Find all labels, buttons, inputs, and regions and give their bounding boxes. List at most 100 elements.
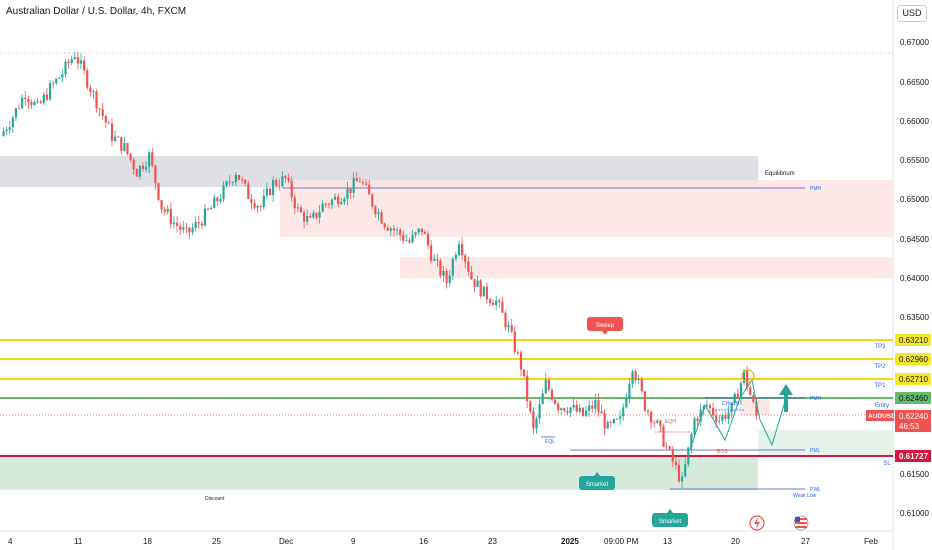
entry-price: 0.62460: [899, 394, 928, 403]
candle-body: [228, 181, 231, 183]
candle-body: [637, 379, 640, 381]
candle-body: [256, 206, 259, 208]
candle-body: [148, 152, 151, 167]
candle-body: [510, 325, 513, 332]
countdown: 46:53: [899, 422, 920, 431]
candle-body: [439, 260, 442, 276]
candle-body: [625, 398, 628, 408]
candle-body: [541, 393, 544, 405]
candle-body: [151, 152, 154, 166]
candle-body: [461, 244, 464, 256]
candle-body: [492, 302, 495, 306]
candle-body: [364, 183, 368, 185]
candle-body: [262, 195, 265, 207]
candle-body: [646, 410, 650, 412]
candle-body: [742, 370, 746, 384]
candle-body: [733, 393, 736, 404]
candle-body: [42, 94, 45, 103]
candle-body: [141, 165, 145, 170]
candle-body: [92, 91, 95, 93]
candle-body: [380, 212, 383, 224]
candle-body: [507, 325, 510, 328]
candle-body: [467, 261, 470, 272]
smarket-tag-2: Smarket: [652, 509, 688, 527]
candle-body: [730, 403, 733, 413]
lightning-event-icon[interactable]: [749, 515, 765, 531]
candle-body: [321, 203, 324, 212]
candle-body: [476, 280, 479, 287]
candle-body: [346, 188, 349, 199]
candle-body: [656, 420, 659, 423]
candle-body: [33, 102, 36, 105]
candle-body: [457, 244, 461, 255]
candle-body: [538, 404, 541, 419]
candle-body: [2, 131, 5, 136]
candle-body: [687, 447, 690, 465]
sl-price: 0.61727: [899, 452, 928, 461]
candle-body: [24, 97, 27, 100]
candle-body: [185, 227, 188, 229]
candle-body: [504, 312, 507, 328]
candle-body: [272, 180, 275, 196]
candle-body: [340, 202, 343, 205]
highlight-circle: [741, 369, 755, 383]
candle-body: [650, 411, 653, 423]
pml-label: PML: [810, 448, 821, 454]
candle-body: [17, 108, 21, 109]
candle-body: [371, 194, 374, 207]
candle-body: [83, 60, 86, 71]
currency-button[interactable]: USD: [897, 5, 927, 22]
weak-low-label: Weak Low: [793, 493, 817, 499]
candle-body: [123, 143, 126, 151]
candle-body: [27, 99, 30, 103]
us-flag-event-icon[interactable]: [793, 515, 809, 531]
candle-body: [578, 407, 581, 412]
candle-body: [529, 401, 532, 412]
candle-body: [163, 209, 166, 212]
sl-label: SL: [883, 461, 891, 467]
candle-body: [699, 409, 702, 422]
sweep-tag: Sweep: [587, 317, 623, 335]
candle-body: [58, 77, 61, 79]
candle-body: [312, 212, 315, 218]
candle-body: [117, 136, 120, 138]
candle-body: [352, 178, 355, 193]
pwl-label: PWL: [810, 487, 821, 493]
candle-body: [287, 178, 290, 181]
candle-body: [454, 254, 457, 259]
y-tick-6: 0.64000: [900, 274, 929, 283]
candle-body: [278, 185, 281, 187]
candle-body: [383, 223, 386, 228]
candle-body: [609, 422, 612, 423]
candle-body: [200, 223, 203, 226]
candle-body: [411, 234, 414, 243]
candle-body: [253, 203, 256, 208]
candle-body: [724, 415, 727, 420]
candle-body: [566, 411, 569, 413]
candle-body: [473, 279, 476, 287]
pmh-lower-label: PMH: [810, 396, 822, 402]
candle-body: [154, 165, 157, 184]
candle-body: [157, 183, 160, 200]
candle-body: [640, 379, 643, 392]
candle-body: [426, 234, 430, 246]
candle-body: [628, 383, 631, 399]
candle-body: [324, 203, 327, 205]
candle-body: [739, 383, 743, 399]
candle-body: [259, 206, 262, 207]
candle-body: [392, 228, 396, 231]
candle-body: [172, 222, 176, 225]
candle-body: [52, 83, 55, 85]
candle-body: [677, 464, 681, 482]
candle-body: [408, 240, 411, 243]
y-tick-0: 0.67000: [900, 38, 929, 47]
candle-body: [73, 57, 76, 59]
candle-body: [749, 387, 752, 396]
candle-body: [333, 196, 337, 200]
x-tick-2: 18: [143, 537, 152, 546]
candle-body: [501, 301, 504, 313]
x-tick-12: 27: [801, 537, 810, 546]
candle-body: [64, 61, 67, 75]
candle-body: [179, 226, 182, 230]
